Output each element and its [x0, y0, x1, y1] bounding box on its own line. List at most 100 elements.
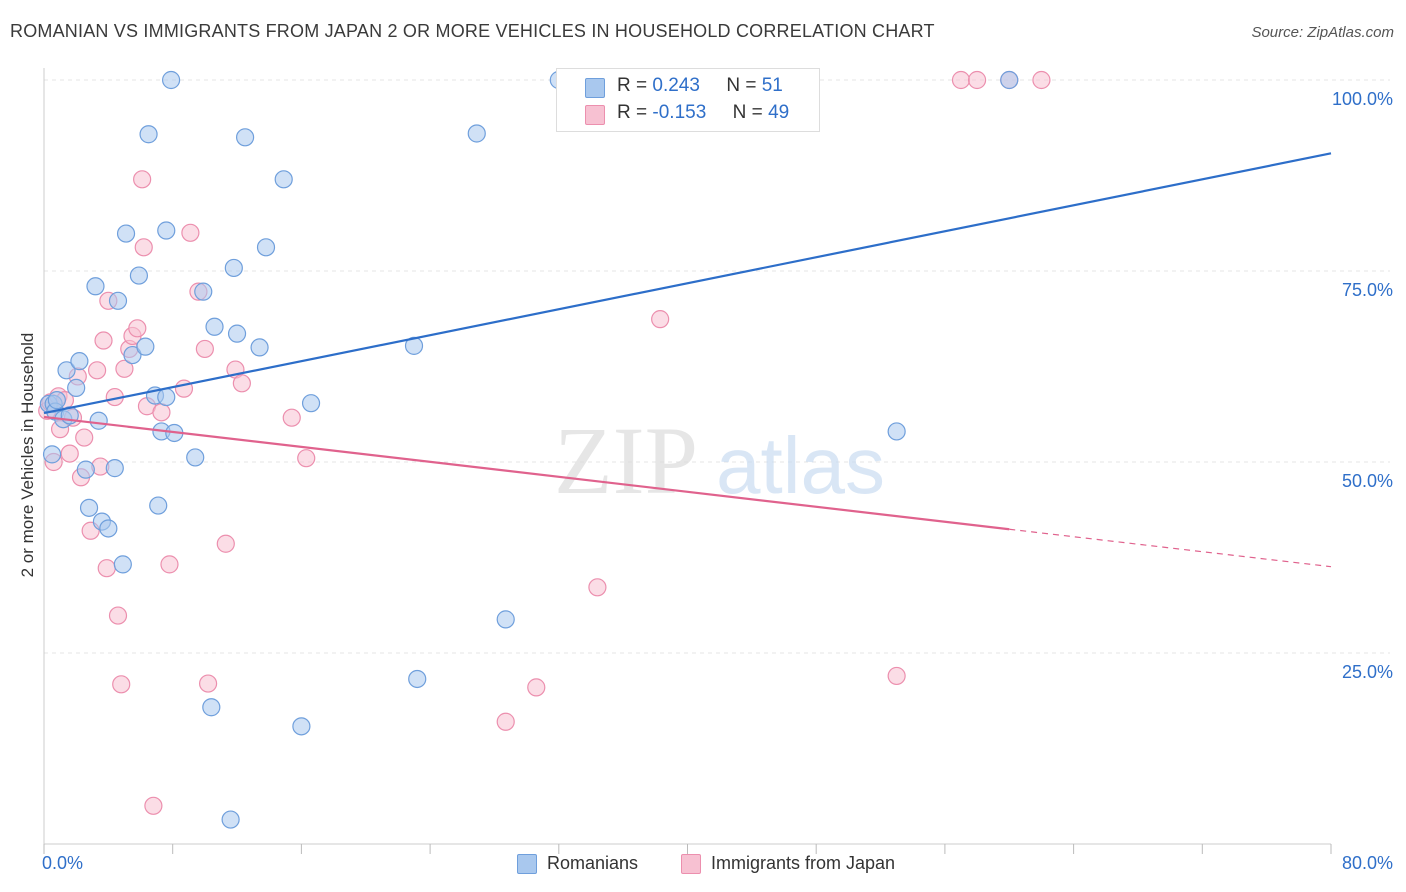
point-romanians	[194, 282, 213, 301]
point-romanians	[42, 445, 62, 464]
point-romanians	[1000, 70, 1019, 90]
point-romanians	[136, 337, 155, 356]
legend-n-label: N =	[726, 75, 757, 96]
gridlines	[44, 79, 1390, 654]
watermark-zip: ZIP	[554, 407, 698, 514]
point-japan	[134, 238, 153, 257]
point-romanians	[202, 698, 221, 717]
point-romanians	[157, 387, 176, 407]
point-romanians	[116, 224, 136, 243]
watermark-atlas: atlas	[716, 421, 885, 510]
point-japan	[967, 70, 987, 90]
point-romanians	[105, 459, 124, 478]
chart-title: ROMANIAN VS IMMIGRANTS FROM JAPAN 2 OR M…	[10, 21, 935, 41]
point-romanians	[76, 460, 95, 479]
point-romanians	[186, 448, 205, 467]
point-romanians	[99, 519, 118, 538]
legend-n-value: 51	[761, 75, 783, 96]
series-immigrants-japan	[38, 70, 1051, 815]
point-romanians	[227, 324, 247, 343]
point-japan	[232, 374, 251, 393]
point-japan	[94, 331, 113, 350]
point-japan	[887, 666, 906, 686]
point-romanians	[887, 422, 906, 441]
point-romanians	[250, 338, 269, 357]
stats-legend: R = 0.243 N = 51 R = -0.153 N = 49	[556, 68, 820, 132]
point-romanians	[139, 125, 158, 144]
legend-n-label: N =	[732, 102, 763, 123]
point-japan	[496, 712, 515, 731]
legend-row-japan: R = -0.153 N = 49	[617, 102, 789, 124]
source-label: Source: ZipAtlas.com	[1251, 24, 1394, 41]
point-romanians	[70, 352, 89, 371]
point-japan	[160, 555, 179, 574]
point-romanians	[89, 411, 108, 430]
point-japan	[112, 675, 131, 694]
legend-r-label: R =	[617, 75, 648, 96]
tick-labels: 25.0% 50.0% 75.0% 100.0% 0.0% 80.0%	[42, 89, 1393, 873]
point-romanians	[79, 498, 99, 517]
point-romanians	[292, 717, 311, 736]
point-japan	[651, 310, 670, 329]
point-romanians	[129, 266, 149, 285]
point-romanians	[47, 391, 66, 410]
legend-swatch-japan	[585, 105, 605, 125]
point-japan	[951, 70, 971, 90]
point-japan	[60, 444, 79, 463]
point-japan	[144, 796, 163, 815]
point-romanians	[157, 221, 176, 240]
x-tick-label-max: 80.0%	[1342, 853, 1393, 873]
point-romanians	[301, 394, 321, 413]
point-japan	[75, 428, 94, 447]
point-romanians	[224, 258, 243, 278]
point-japan	[297, 449, 316, 468]
point-japan	[152, 403, 171, 422]
point-japan	[181, 223, 200, 242]
point-romanians	[221, 810, 240, 829]
point-japan	[87, 361, 107, 380]
point-romanians	[274, 170, 293, 189]
point-romanians	[256, 238, 276, 257]
x-tick-label-min: 0.0%	[42, 853, 83, 873]
trend-lines	[43, 152, 1332, 568]
point-japan	[216, 534, 235, 553]
legend-r-value: -0.153	[652, 102, 707, 123]
trend-line-1	[43, 415, 1010, 531]
legend-n-value: 49	[768, 102, 790, 123]
point-japan	[195, 339, 214, 359]
y-axis-title: 2 or more Vehicles in Household	[18, 332, 37, 578]
series-romanians	[39, 70, 1019, 829]
point-japan	[97, 559, 116, 578]
point-romanians	[235, 128, 255, 147]
point-romanians	[108, 291, 128, 310]
y-tick-label: 75.0%	[1342, 280, 1393, 300]
legend-r-label: R =	[617, 102, 648, 123]
point-japan	[133, 170, 152, 189]
point-japan	[1032, 70, 1051, 90]
point-japan	[588, 578, 607, 597]
point-japan	[527, 678, 546, 697]
y-tick-label: 25.0%	[1342, 662, 1393, 682]
point-romanians	[149, 496, 168, 515]
point-japan	[108, 606, 128, 625]
point-japan	[198, 674, 218, 693]
y-tick-label: 100.0%	[1332, 89, 1393, 109]
point-romanians	[161, 70, 181, 90]
legend-row-romanians: R = 0.243 N = 51	[617, 75, 783, 97]
legend-r-value: 0.243	[652, 75, 700, 96]
point-japan	[115, 359, 134, 378]
point-japan	[128, 319, 147, 338]
point-romanians	[57, 361, 76, 380]
bottom-legend-romanians: Romanians	[517, 853, 638, 874]
trend-line-0	[43, 152, 1332, 415]
point-romanians	[86, 277, 105, 296]
trend-line-dashed-1	[1009, 528, 1332, 568]
legend-swatch-romanians	[585, 78, 605, 98]
swatch-japan	[681, 854, 701, 874]
point-romanians	[123, 345, 142, 365]
bottom-legend-japan: Immigrants from Japan	[681, 853, 895, 874]
point-romanians	[467, 124, 486, 143]
point-romanians	[408, 669, 427, 689]
point-japan	[282, 408, 301, 427]
